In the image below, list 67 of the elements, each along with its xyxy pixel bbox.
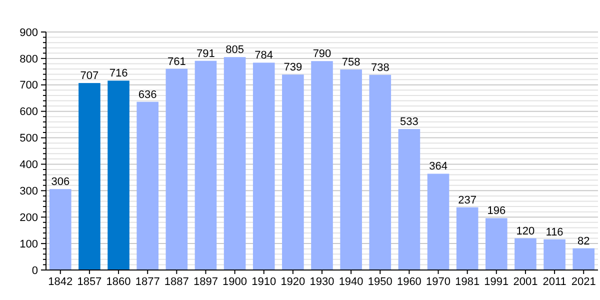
x-tick-label: 2011 xyxy=(542,276,566,288)
x-tick-label: 1842 xyxy=(48,276,73,288)
x-tick-label: 1857 xyxy=(77,276,102,288)
x-tick-label: 1900 xyxy=(222,276,248,288)
data-label: 739 xyxy=(284,62,302,74)
data-label: 805 xyxy=(226,44,244,56)
x-tick-label: 1860 xyxy=(106,276,131,288)
data-label: 784 xyxy=(254,50,274,62)
x-tick-label: 1960 xyxy=(396,276,422,288)
y-tick-label: 600 xyxy=(20,106,38,118)
bar xyxy=(544,239,566,270)
data-label: 237 xyxy=(458,194,477,206)
data-label: 306 xyxy=(51,176,70,188)
bar xyxy=(486,218,508,270)
bar xyxy=(136,102,158,270)
data-label: 716 xyxy=(109,68,128,80)
x-tick-label: 1981 xyxy=(455,276,480,288)
data-label: 761 xyxy=(167,56,186,68)
data-label: 533 xyxy=(400,116,418,128)
data-label: 120 xyxy=(516,225,535,238)
x-tick-label: 1940 xyxy=(338,276,364,288)
bar xyxy=(572,248,595,270)
data-label: 196 xyxy=(487,205,506,218)
data-label: 82 xyxy=(577,235,590,248)
x-tick-label: 1991 xyxy=(484,276,509,288)
data-label: 364 xyxy=(429,160,448,173)
bar xyxy=(427,174,450,270)
data-label: 116 xyxy=(546,226,564,238)
y-tick-label: 200 xyxy=(20,212,38,224)
bar xyxy=(224,57,246,270)
x-tick-label: 1930 xyxy=(310,276,334,288)
bar xyxy=(340,70,362,270)
bar xyxy=(369,74,392,270)
x-tick-label: 1910 xyxy=(252,276,276,288)
x-tick-label: 1877 xyxy=(135,276,160,288)
bar xyxy=(398,129,420,270)
y-tick-label: 700 xyxy=(20,80,38,92)
bar xyxy=(49,189,72,270)
y-tick-label: 400 xyxy=(20,159,38,172)
data-label: 758 xyxy=(342,56,360,69)
bar xyxy=(456,207,478,270)
data-label: 790 xyxy=(312,48,332,60)
data-label: 707 xyxy=(80,70,99,82)
x-tick-label: 2021 xyxy=(571,276,596,288)
x-tick-label: 1897 xyxy=(193,276,218,288)
bar xyxy=(514,238,536,270)
bar xyxy=(311,61,333,270)
x-tick-label: 1970 xyxy=(426,276,451,288)
x-tick-label: 2001 xyxy=(513,276,538,288)
y-tick-label: 100 xyxy=(20,238,38,250)
data-label: 738 xyxy=(370,62,390,74)
bar xyxy=(78,83,100,270)
x-tick-label: 1887 xyxy=(164,276,189,288)
y-tick-label: 300 xyxy=(20,186,38,198)
x-tick-label: 1950 xyxy=(368,276,392,288)
y-tick-label: 500 xyxy=(20,132,38,145)
bar xyxy=(194,60,217,270)
bar xyxy=(282,74,304,270)
y-tick-label: 0 xyxy=(32,264,38,277)
bar xyxy=(252,62,275,270)
bar xyxy=(166,68,188,270)
y-tick-label: 900 xyxy=(20,26,38,39)
data-label: 791 xyxy=(196,48,215,60)
data-label: 636 xyxy=(138,88,157,101)
y-tick-label: 800 xyxy=(20,53,38,66)
x-tick-label: 1920 xyxy=(280,276,306,288)
bar xyxy=(108,80,130,270)
